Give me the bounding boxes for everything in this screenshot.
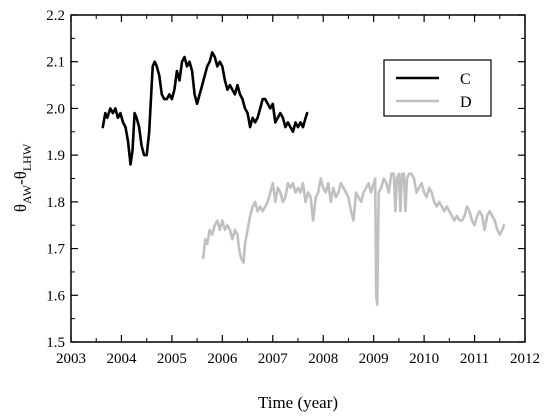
y-tick-label: 2.0: [46, 101, 65, 117]
legend: C D: [383, 59, 492, 117]
legend-box: [383, 59, 492, 117]
y-tick-label: 1.8: [46, 195, 65, 211]
x-tick-label: 2004: [106, 351, 137, 367]
y-tick-label: 2.1: [46, 55, 65, 71]
x-tick-label: 2010: [409, 351, 439, 367]
y-axis-title-theta: θ: [11, 204, 30, 212]
series-line-d: [201, 172, 506, 306]
x-tick-label: 2009: [359, 351, 389, 367]
legend-label-d: D: [460, 94, 472, 111]
y-tick-label: 1.9: [46, 148, 65, 164]
axis-ticks: 2003 2004 2005 2006 2007 2008 2009 2010 2011 2012…: [46, 8, 540, 367]
y-tick-label: 2.2: [46, 8, 65, 24]
y-tick-label: 1.5: [46, 335, 65, 351]
x-tick-label: 2007: [258, 351, 289, 367]
y-tick-label: 1.6: [46, 288, 65, 304]
x-tick-label: 2003: [56, 351, 86, 367]
y-axis-title: θAW-θLHW: [11, 143, 34, 212]
x-tick-label: 2006: [207, 351, 238, 367]
x-tick-label: 2012: [510, 351, 540, 367]
y-axis-title-sub-lhw: LHW: [20, 143, 34, 171]
svg-text:θAW-θLHW: θAW-θLHW: [11, 143, 34, 212]
x-tick-label: 2008: [308, 351, 338, 367]
series-line-c: [101, 51, 309, 166]
legend-label-c: C: [460, 71, 471, 88]
series-layer: [101, 51, 506, 306]
x-tick-label: 2005: [157, 351, 187, 367]
x-tick-label: 2011: [460, 351, 489, 367]
x-axis-title: Time (year): [258, 393, 338, 412]
y-axis-title-sub-aw: AW: [20, 184, 34, 204]
y-tick-label: 1.7: [46, 242, 65, 258]
y-axis-title-minus-theta: -θ: [11, 171, 30, 185]
